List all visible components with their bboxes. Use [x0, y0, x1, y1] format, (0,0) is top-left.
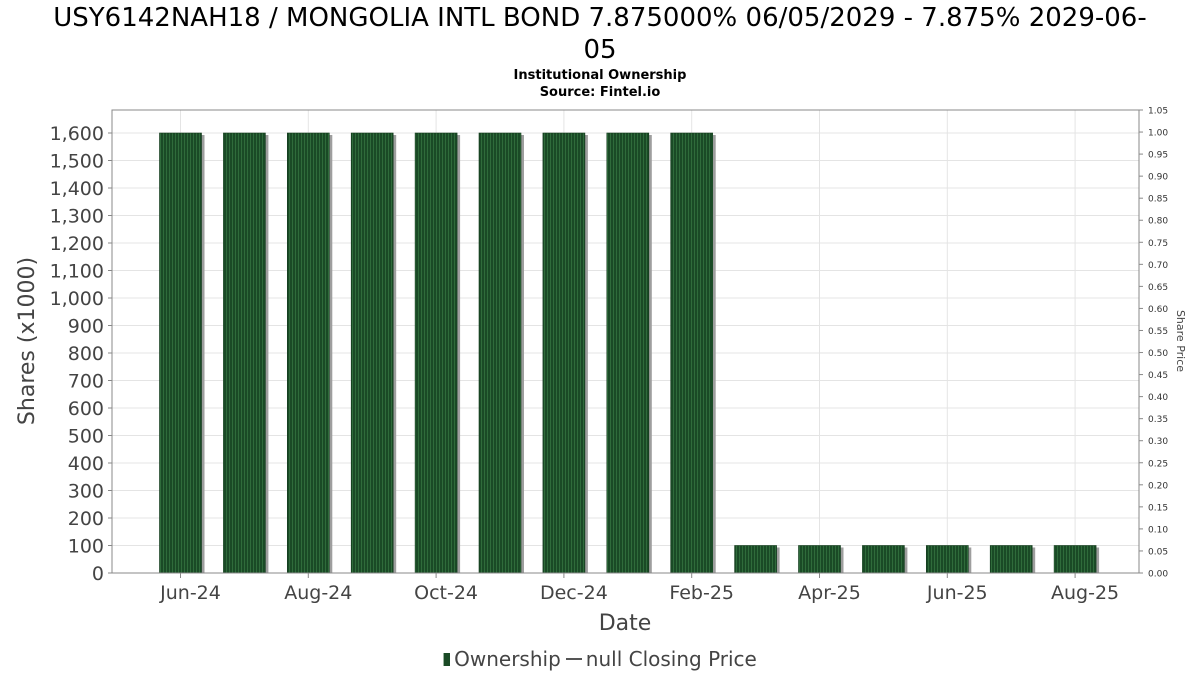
y-tick-label: 500: [68, 426, 104, 448]
ownership-bar: [223, 132, 266, 574]
x-tick-label: Aug-25: [1051, 582, 1119, 604]
ownership-bar: [286, 132, 330, 574]
y-tick-label: 1,300: [50, 206, 104, 228]
y2-tick-label: 0.90: [1148, 173, 1168, 183]
x-axis-label: Date: [599, 611, 652, 636]
x-tick-label: Feb-25: [669, 582, 734, 604]
y2-tick-label: 1.00: [1148, 129, 1168, 139]
y2-tick-label: 0.35: [1148, 415, 1168, 425]
y2-tick-label: 0.75: [1148, 239, 1168, 249]
y2-tick-label: 0.70: [1148, 261, 1168, 271]
y2-tick-label: 0.10: [1148, 525, 1168, 535]
plot-frame: [111, 109, 1140, 574]
y-tick-label: 1,000: [50, 288, 104, 310]
ownership-bar: [798, 545, 841, 574]
ownership-bar: [734, 545, 777, 574]
y-axis-ticks: 0 100 200 300 400 500 600 700 800 900 1,000 1,100 1,…: [50, 123, 112, 585]
x-tick-label: Jun-24: [159, 582, 221, 604]
y-axis-label: Shares (x1000): [15, 257, 40, 425]
y-tick-label: 300: [68, 481, 104, 503]
price-legend-label: null Closing Price: [585, 647, 757, 671]
y2-axis-ticks: 0.00 0.05 0.10 0.15 0.20 0.25 0.30 0.35 0.40 0.45…: [1139, 107, 1168, 580]
y-tick-label: 200: [68, 508, 104, 530]
x-tick-label: Jun-25: [926, 582, 988, 604]
ownership-bar: [478, 132, 522, 574]
x-axis-ticks: Jun-24 Aug-24 Oct-24 Dec-24 Feb-25 Apr-25 Jun-…: [159, 573, 1119, 604]
y2-tick-label: 0.80: [1148, 217, 1168, 227]
y2-tick-label: 0.85: [1148, 195, 1168, 205]
ownership-bar: [542, 132, 586, 574]
y-tick-label: 0: [92, 563, 104, 585]
ownership-bar: [350, 132, 394, 574]
y2-tick-label: 0.95: [1148, 151, 1168, 161]
x-tick-label: Aug-24: [284, 582, 352, 604]
price-legend-line: [565, 658, 582, 660]
ownership-bar: [1053, 545, 1097, 574]
ownership-bar: [414, 132, 458, 574]
y2-tick-label: 0.45: [1148, 371, 1168, 381]
chart-subtitle: Institutional Ownership: [513, 68, 687, 83]
ownership-bar: [925, 545, 969, 574]
x-tick-label: Oct-24: [414, 582, 478, 604]
y2-tick-label: 0.25: [1148, 459, 1168, 469]
y-tick-label: 600: [68, 398, 104, 420]
x-tick-label: Dec-24: [540, 582, 608, 604]
y2-tick-label: 0.30: [1148, 437, 1168, 447]
chart-legend: Ownership null Closing Price: [0, 647, 1200, 671]
ownership-legend-swatch: [443, 653, 451, 666]
y-tick-label: 1,600: [50, 123, 104, 145]
chart-title: USY6142NAH18 / MONGOLIA INTL BOND 7.8750…: [0, 2, 1200, 66]
ownership-bar: [670, 132, 714, 574]
y-tick-label: 1,200: [50, 233, 104, 255]
ownership-bar: [862, 545, 905, 574]
y-tick-label: 400: [68, 453, 104, 475]
y2-tick-label: 0.65: [1148, 283, 1168, 293]
x-tick-label: Apr-25: [798, 582, 861, 604]
y2-tick-label: 0.00: [1148, 570, 1168, 580]
chart-source: Source: Fintel.io: [539, 85, 661, 100]
y2-tick-label: 0.50: [1148, 349, 1168, 359]
y2-tick-label: 0.60: [1148, 305, 1168, 315]
y2-tick-label: 0.40: [1148, 393, 1168, 403]
y2-tick-label: 0.20: [1148, 481, 1168, 491]
chart-bars: [159, 132, 1100, 574]
chart-title-line1: USY6142NAH18 / MONGOLIA INTL BOND 7.8750…: [53, 3, 1147, 33]
chart-title-line2: 05: [583, 35, 617, 65]
y-tick-label: 800: [68, 343, 104, 365]
y-tick-label: 1,500: [50, 151, 104, 173]
y-tick-label: 700: [68, 371, 104, 393]
ownership-bar: [606, 132, 650, 574]
y2-axis-label: Share Price: [1174, 310, 1187, 372]
ownership-legend-label: Ownership: [454, 647, 561, 671]
y-tick-label: 900: [68, 316, 104, 338]
ownership-bar: [989, 545, 1033, 574]
y-tick-label: 1,100: [50, 261, 104, 283]
y2-tick-label: 0.55: [1148, 327, 1168, 337]
ownership-bar: [159, 132, 202, 574]
y2-tick-label: 0.05: [1148, 547, 1168, 557]
y2-tick-label: 0.15: [1148, 503, 1168, 513]
y2-tick-label: 1.05: [1148, 107, 1168, 117]
y-tick-label: 1,400: [50, 178, 104, 200]
y-tick-label: 100: [68, 536, 104, 558]
